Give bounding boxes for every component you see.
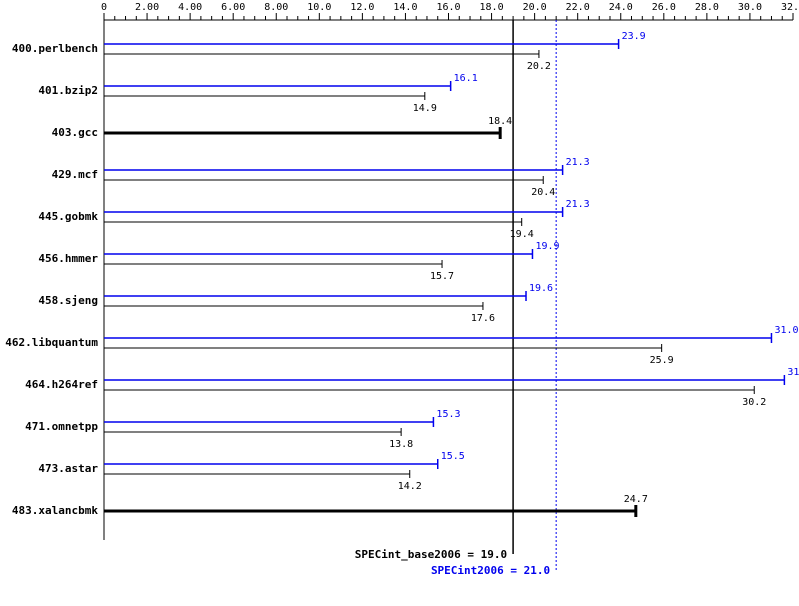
peak-reference-label: SPECint2006 = 21.0 [431, 564, 550, 577]
benchmark-label: 456.hmmer [38, 252, 98, 265]
benchmark-label: 445.gobmk [38, 210, 98, 223]
peak-value: 21.3 [566, 199, 590, 210]
tick-label: 10.0 [307, 2, 331, 13]
peak-value: 31.0 [774, 325, 798, 336]
tick-label: 18.0 [480, 2, 504, 13]
tick-label: 32.0 [781, 2, 799, 13]
peak-value: 19.9 [535, 241, 559, 252]
tick-label: 20.0 [523, 2, 547, 13]
tick-label: 0 [101, 2, 107, 13]
spec-chart: 0 2.00 4.00 6.00 8.00 10.0 12.0 14.0 16.0 18.0 20.… [0, 0, 799, 606]
tick-label: 24.0 [609, 2, 633, 13]
benchmark-label: 401.bzip2 [38, 84, 98, 97]
benchmark-label: 462.libquantum [5, 336, 98, 349]
peak-value: 19.6 [529, 283, 553, 294]
tick-label: 28.0 [695, 2, 719, 13]
benchmark-label: 471.omnetpp [25, 420, 98, 433]
base-value: 17.6 [471, 313, 495, 324]
base-value: 13.8 [389, 439, 413, 450]
benchmark-label: 458.sjeng [38, 294, 98, 307]
peak-value: 23.9 [622, 31, 646, 42]
benchmark-label: 464.h264ref [25, 378, 98, 391]
base-value: 30.2 [742, 397, 766, 408]
tick-label: 4.00 [178, 2, 202, 13]
base-value: 20.4 [531, 187, 555, 198]
tick-label: 30.0 [738, 2, 762, 13]
peak-value: 16.1 [454, 73, 478, 84]
benchmark-label: 473.astar [38, 462, 98, 475]
peak-value: 15.3 [436, 409, 460, 420]
base-value: 14.2 [398, 481, 422, 492]
tick-label: 12.0 [350, 2, 374, 13]
tick-label: 8.00 [264, 2, 288, 13]
peak-value: 21.3 [566, 157, 590, 168]
base-value: 19.4 [510, 229, 534, 240]
tick-label: 16.0 [436, 2, 460, 13]
tick-label: 14.0 [393, 2, 417, 13]
tick-label: 26.0 [652, 2, 676, 13]
base-reference-label: SPECint_base2006 = 19.0 [355, 548, 507, 561]
benchmark-label: 483.xalancbmk [12, 504, 98, 517]
base-value: 14.9 [413, 103, 437, 114]
benchmark-label: 403.gcc [52, 126, 98, 139]
base-value: 20.2 [527, 61, 551, 72]
benchmark-label: 400.perlbench [12, 42, 98, 55]
base-value: 25.9 [650, 355, 674, 366]
peak-value: 31.6 [787, 367, 799, 378]
base-value: 18.4 [488, 116, 512, 127]
tick-label: 22.0 [566, 2, 590, 13]
peak-value: 15.5 [441, 451, 465, 462]
benchmark-label: 429.mcf [52, 168, 98, 181]
tick-label: 6.00 [221, 2, 245, 13]
base-value: 24.7 [624, 494, 648, 505]
tick-label: 2.00 [135, 2, 159, 13]
base-value: 15.7 [430, 271, 454, 282]
